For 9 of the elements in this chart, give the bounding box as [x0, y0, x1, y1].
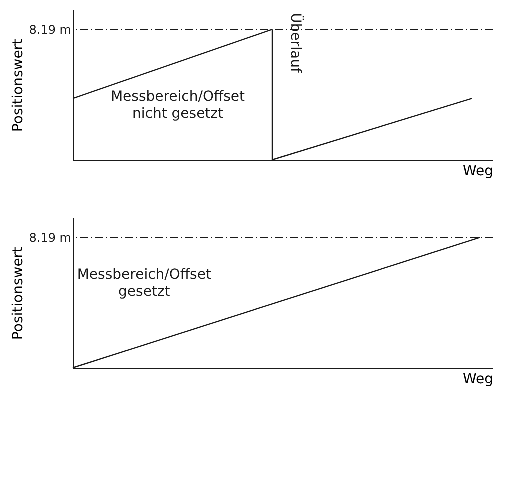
annotation: Messbereich/Offset gesetzt — [77, 267, 212, 300]
y-axis-title: Positionswert — [10, 246, 26, 340]
ref-line-label: 8.19 m — [29, 23, 72, 38]
annotation: Überlauf — [288, 13, 305, 74]
x-axis-title: Weg — [462, 164, 494, 180]
y-axis-title: Positionswert — [10, 38, 26, 132]
ref-line-label: 8.19 m — [29, 231, 72, 246]
annotation: Messbereich/Offset nicht gesetzt — [110, 89, 246, 122]
x-axis-title: Weg — [462, 372, 494, 388]
